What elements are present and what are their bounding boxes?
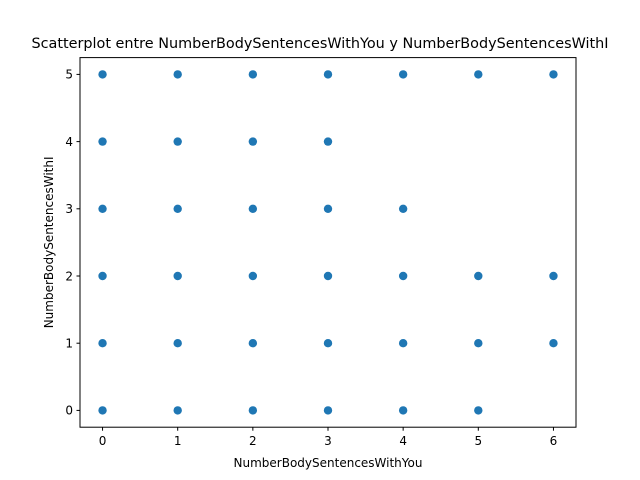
scatter-point — [323, 271, 333, 281]
x-axis-label: NumberBodySentencesWithYou — [234, 456, 423, 470]
scatter-point — [474, 70, 483, 79]
scatter-point — [173, 339, 182, 348]
plot-frame — [79, 57, 577, 428]
scatter-point — [173, 406, 182, 415]
x-tick-label: 4 — [399, 434, 407, 448]
scatter-point — [323, 406, 333, 415]
scatter-point — [173, 137, 182, 146]
y-tick-label: 2 — [65, 269, 73, 283]
y-axis-ticks: 0 1 2 3 4 5 — [65, 68, 80, 418]
scatter-point — [98, 339, 107, 348]
scatter-point — [173, 204, 182, 213]
y-axis-label: NumberBodySentencesWithI — [42, 156, 56, 328]
scatter-point — [398, 271, 408, 281]
scatter-point — [173, 271, 182, 281]
scatter-point — [474, 339, 483, 348]
y-tick-label: 3 — [65, 202, 73, 216]
scatter-point — [323, 204, 333, 213]
x-axis-ticks: 0 1 2 3 4 5 6 — [99, 427, 558, 448]
scatter-point — [248, 339, 258, 348]
scatter-point — [549, 70, 558, 79]
scatter-point — [98, 137, 107, 146]
x-tick-label: 1 — [174, 434, 182, 448]
scatter-point — [323, 137, 333, 146]
scatter-point — [398, 70, 408, 79]
scatter-point — [98, 271, 107, 281]
scatter-point — [98, 204, 107, 213]
scatter-point — [549, 339, 558, 348]
x-tick-label: 3 — [324, 434, 332, 448]
y-tick-label: 1 — [65, 337, 73, 351]
scatter-point — [474, 406, 483, 415]
scatter-point — [474, 271, 483, 281]
x-tick-label: 0 — [99, 434, 107, 448]
scatter-point — [398, 406, 408, 415]
x-tick-label: 2 — [249, 434, 257, 448]
scatter-point — [248, 204, 258, 213]
scatter-point — [248, 271, 258, 281]
scatter-point — [173, 70, 182, 79]
x-tick-label: 5 — [474, 434, 482, 448]
scatter-point — [398, 204, 408, 213]
chart-title: Scatterplot entre NumberBodySentencesWit… — [31, 36, 608, 52]
x-tick-label: 6 — [550, 434, 558, 448]
scatter-point — [98, 406, 107, 415]
points-layer — [98, 70, 558, 415]
scatter-point — [398, 339, 408, 348]
scatter-point — [98, 70, 107, 79]
y-tick-label: 4 — [65, 135, 73, 149]
scatter-point — [323, 339, 333, 348]
scatter-point — [248, 406, 258, 415]
y-tick-label: 0 — [65, 404, 73, 418]
scatter-point — [549, 271, 558, 281]
scatter-point — [323, 70, 333, 79]
scatter-point — [248, 70, 258, 79]
y-tick-label: 5 — [65, 68, 73, 82]
scatter-point — [248, 137, 258, 146]
